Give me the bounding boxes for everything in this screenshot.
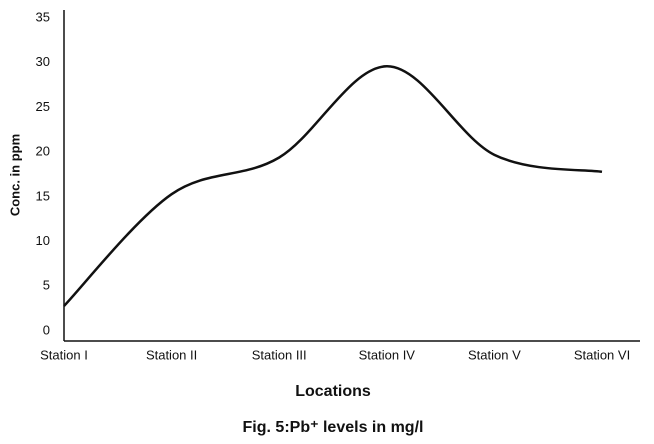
x-axis-label: Locations xyxy=(295,383,371,400)
x-tick-label: Station V xyxy=(468,347,521,362)
y-tick-label: 25 xyxy=(36,99,50,114)
y-tick-label: 5 xyxy=(43,278,50,293)
y-tick-label: 20 xyxy=(36,144,50,159)
y-tick-label: 10 xyxy=(36,233,50,248)
x-tick-label: Station IV xyxy=(359,347,416,362)
x-tick-label: Station I xyxy=(40,347,88,362)
chart-title: Fig. 5:Pb⁺ levels in mg/l xyxy=(243,419,424,436)
y-tick-label: 35 xyxy=(36,9,50,24)
data-line xyxy=(63,65,603,307)
y-axis-label: Conc. in ppm xyxy=(7,134,22,216)
x-tick-label: Station VI xyxy=(574,347,630,362)
y-tick-label: 30 xyxy=(36,54,50,69)
y-tick-label: 15 xyxy=(36,188,50,203)
x-tick-label: Station II xyxy=(146,347,197,362)
y-tick-label: 0 xyxy=(43,322,50,337)
x-tick-label: Station III xyxy=(252,347,307,362)
